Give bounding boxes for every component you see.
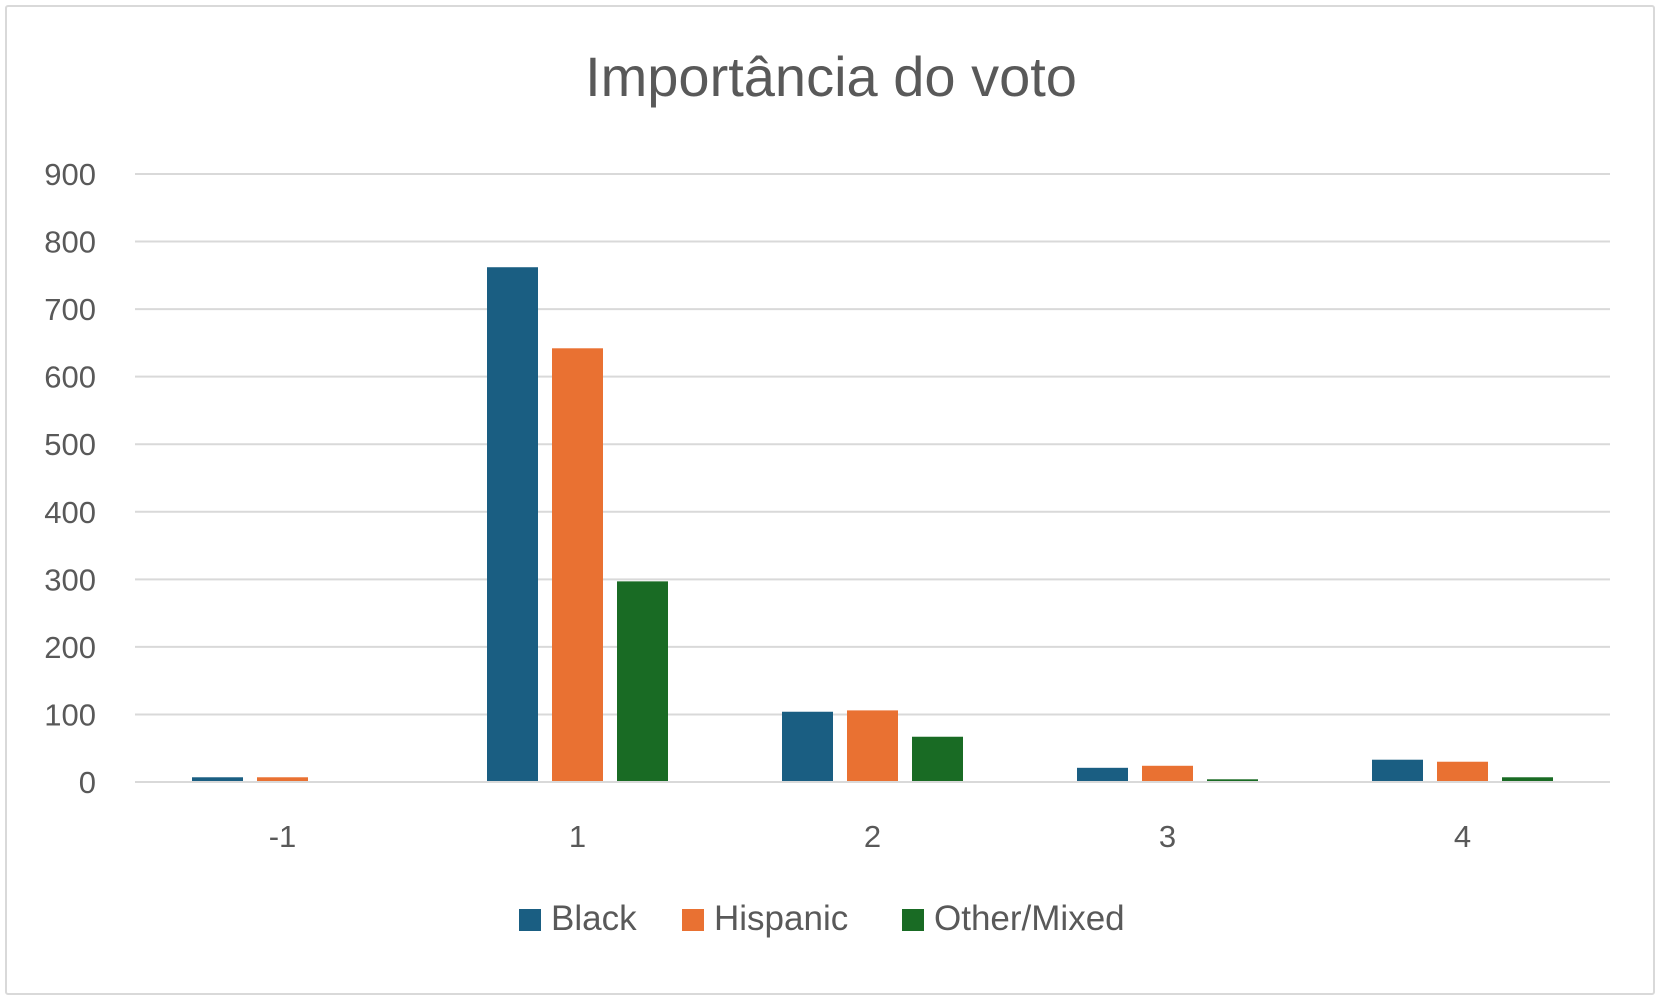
bar-black-4 (1372, 759, 1423, 782)
bar-black-3 (1077, 767, 1128, 782)
gridlines (135, 173, 1610, 716)
bar-black--1 (192, 777, 243, 782)
x-tick-label: -1 (269, 819, 297, 854)
legend-swatch (519, 909, 541, 931)
bar-hispanic-1 (552, 348, 603, 782)
bar-hispanic-4 (1437, 761, 1488, 782)
chart-frame (5, 5, 1655, 995)
bar-other-mixed-1 (617, 581, 668, 782)
y-axis-tick-labels: 0 100 200 300 400 500 600 700 800 900 (44, 157, 96, 800)
y-tick-label: 0 (79, 765, 96, 800)
y-tick-label: 200 (44, 630, 96, 665)
legend-label: Hispanic (714, 899, 848, 938)
y-tick-label: 500 (44, 427, 96, 462)
y-tick-label: 400 (44, 495, 96, 530)
bar-hispanic--1 (257, 777, 308, 782)
x-axis-tick-labels: -1 1 2 3 4 (269, 819, 1471, 854)
x-tick-label: 1 (569, 819, 586, 854)
legend-swatch (682, 909, 704, 931)
y-tick-label: 800 (44, 225, 96, 260)
bars (192, 267, 1553, 782)
bar-hispanic-2 (847, 710, 898, 782)
y-tick-label: 300 (44, 562, 96, 597)
bar-other-mixed-3 (1207, 779, 1258, 782)
bar-other-mixed-4 (1502, 777, 1553, 782)
y-tick-label: 700 (44, 292, 96, 327)
bar-other-mixed-2 (912, 736, 963, 782)
bar-black-2 (782, 711, 833, 782)
legend-label: Black (551, 899, 637, 938)
y-tick-label: 900 (44, 157, 96, 192)
y-tick-label: 600 (44, 360, 96, 395)
bar-hispanic-3 (1142, 765, 1193, 782)
legend-item-black: Black (519, 899, 637, 938)
legend-item-hispanic: Hispanic (682, 899, 848, 938)
legend-label: Other/Mixed (934, 899, 1125, 938)
x-tick-label: 2 (864, 819, 881, 854)
x-tick-label: 3 (1159, 819, 1176, 854)
legend-item-other-mixed: Other/Mixed (902, 899, 1125, 938)
x-tick-label: 4 (1454, 819, 1471, 854)
y-tick-label: 100 (44, 697, 96, 732)
chart-title: Importância do voto (585, 45, 1077, 108)
bar-black-1 (487, 267, 538, 782)
legend-swatch (902, 909, 924, 931)
legend: Black Hispanic Other/Mixed (519, 899, 1125, 938)
